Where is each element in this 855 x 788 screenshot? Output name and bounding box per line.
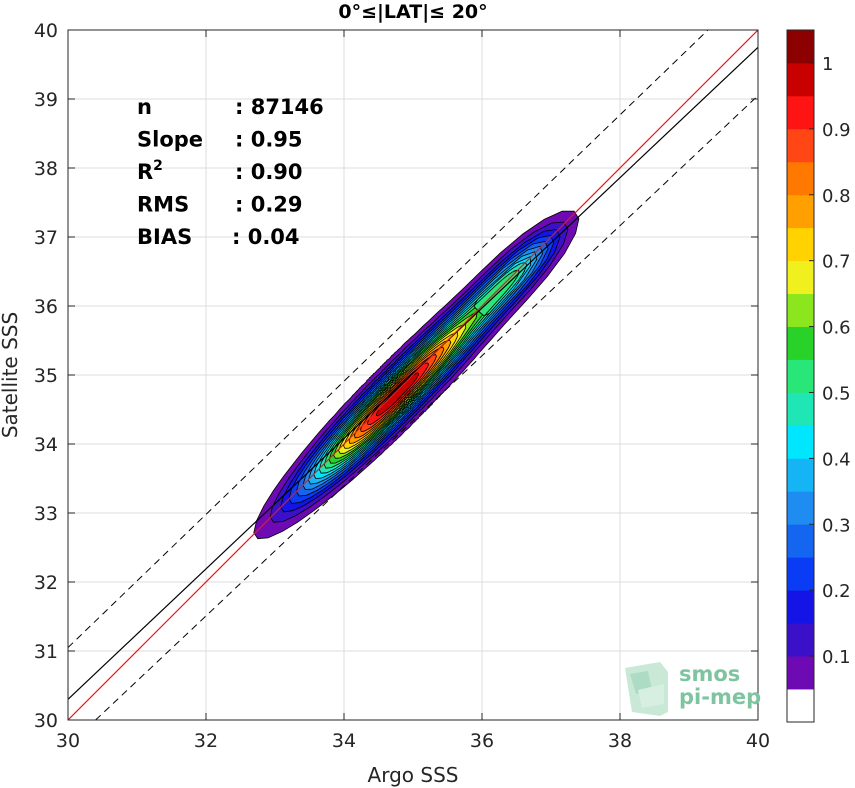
colorbar-tick-label: 0.2 bbox=[822, 581, 851, 602]
colorbar-frame bbox=[786, 29, 815, 723]
grid bbox=[67, 29, 759, 721]
x-tick-label: 38 bbox=[608, 730, 632, 752]
stat-label: Slope bbox=[137, 128, 203, 152]
colorbar-tick-label: 0.4 bbox=[822, 449, 851, 470]
colorbar-tick-label: 1 bbox=[822, 54, 833, 75]
stat-value: : 0.95 bbox=[235, 128, 303, 152]
stat-label-text: R bbox=[137, 160, 153, 184]
x-tick-label: 30 bbox=[56, 730, 80, 752]
x-tick-label: 40 bbox=[746, 730, 770, 752]
x-tick-label: 32 bbox=[194, 730, 218, 752]
y-tick-label: 37 bbox=[34, 227, 58, 249]
smos-pi-mep-logo: smos pi-mep bbox=[625, 662, 761, 716]
reference-lines bbox=[68, 30, 758, 720]
colorbar-tick-label: 0.5 bbox=[822, 383, 851, 404]
y-tick-label: 40 bbox=[34, 20, 58, 42]
y-tick-label: 35 bbox=[34, 365, 58, 387]
colorbar-segment bbox=[787, 557, 814, 591]
chart-title: 0°≤|LAT|≤ 20° bbox=[338, 1, 487, 23]
colorbar-segment bbox=[787, 62, 814, 97]
identity-line bbox=[68, 30, 758, 720]
stat-label: n bbox=[137, 95, 152, 119]
colorbar-segment bbox=[787, 689, 814, 723]
y-tick-label: 34 bbox=[34, 434, 58, 456]
axis-ticks: 30 32 34 36 38 40 30 31 32 33 34 35 36 37 38 39 40 bbox=[34, 20, 770, 752]
colorbar-segment bbox=[787, 128, 814, 163]
colorbar-segment bbox=[787, 359, 814, 393]
y-tick-label: 39 bbox=[34, 89, 58, 111]
stat-label-superscript: 2 bbox=[153, 158, 163, 174]
stats-box: n : 87146 Slope : 0.95 R2 : 0.90 RMS : 0.29 BIAS… bbox=[137, 95, 324, 249]
stat-label-text: RMS bbox=[137, 193, 189, 217]
stat-value: : 87146 bbox=[235, 95, 324, 119]
colorbar-segment bbox=[787, 491, 814, 525]
colorbar: 0.1 0.2 0.3 0.4 0.5 0.6 0.7 0.8 0.9 1 bbox=[786, 29, 851, 723]
stat-label: BIAS bbox=[137, 225, 192, 249]
y-tick-label: 36 bbox=[34, 296, 58, 318]
colorbar-tick-label: 0.3 bbox=[822, 515, 851, 536]
colorbar-segment bbox=[787, 326, 814, 360]
y-tick-label: 38 bbox=[34, 158, 58, 180]
colorbar-segment bbox=[787, 656, 814, 690]
y-axis-label: Satellite SSS bbox=[0, 312, 22, 438]
colorbar-segment bbox=[787, 227, 814, 262]
stat-label: RMS bbox=[137, 193, 189, 217]
stat-label-text: n bbox=[137, 95, 152, 119]
envelope-line bbox=[68, 30, 709, 648]
logo-line2: pi-mep bbox=[679, 685, 761, 709]
colorbar-segment bbox=[787, 458, 814, 492]
stat-value: : 0.04 bbox=[232, 225, 300, 249]
colorbar-segment bbox=[787, 260, 814, 295]
envelope-line bbox=[95, 95, 758, 720]
colorbar-segment bbox=[787, 95, 814, 130]
y-tick-label: 31 bbox=[34, 641, 58, 663]
y-tick-label: 33 bbox=[34, 503, 58, 525]
colorbar-segment bbox=[787, 623, 814, 657]
stat-value: : 0.90 bbox=[235, 160, 303, 184]
colorbar-tick-label: 0.7 bbox=[822, 252, 851, 273]
x-tick-label: 36 bbox=[470, 730, 494, 752]
logo-line1: smos bbox=[679, 662, 740, 686]
stat-label-text: Slope bbox=[137, 128, 203, 152]
colorbar-segment bbox=[787, 425, 814, 459]
x-axis-label: Argo SSS bbox=[368, 763, 459, 787]
density-contour-level bbox=[375, 372, 420, 417]
colorbar-segment bbox=[787, 293, 814, 327]
y-tick-label: 32 bbox=[34, 572, 58, 594]
colorbar-segment bbox=[787, 161, 814, 196]
colorbar-tick-label: 0.6 bbox=[822, 318, 851, 339]
colorbar-tick-label: 0.1 bbox=[822, 647, 851, 668]
colorbar-segment bbox=[787, 194, 814, 229]
x-tick-label: 34 bbox=[332, 730, 356, 752]
colorbar-tick-label: 0.9 bbox=[822, 120, 851, 141]
colorbar-tick-label: 0.8 bbox=[822, 186, 851, 207]
fit-line bbox=[68, 46, 758, 700]
logo-icon bbox=[625, 662, 668, 716]
stat-label-text: BIAS bbox=[137, 225, 192, 249]
colorbar-segment bbox=[787, 30, 814, 64]
colorbar-segment bbox=[787, 590, 814, 624]
colorbar-segment bbox=[787, 392, 814, 426]
y-tick-label: 30 bbox=[34, 710, 58, 732]
stat-label: R2 bbox=[137, 158, 163, 184]
stat-value: : 0.29 bbox=[235, 193, 303, 217]
colorbar-segment bbox=[787, 524, 814, 558]
